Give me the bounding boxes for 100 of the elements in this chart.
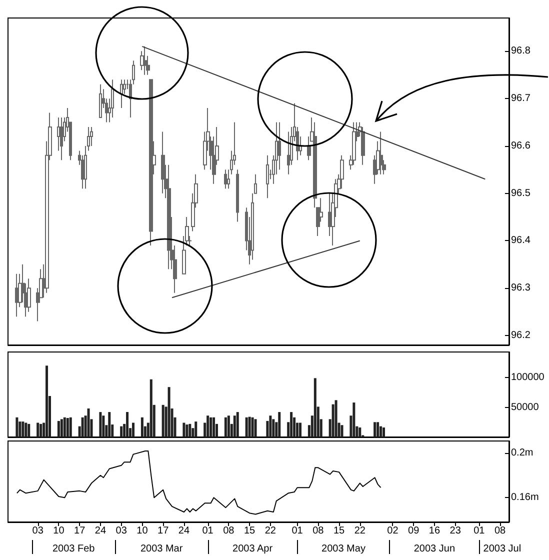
bar <box>227 416 230 437</box>
x-tick-label: 17 <box>74 526 86 536</box>
bar <box>340 425 344 437</box>
candlestick <box>140 50 144 71</box>
bar <box>102 416 105 437</box>
bar <box>99 412 102 437</box>
bar <box>334 400 338 437</box>
bar <box>66 418 69 437</box>
x-tick-label: 10 <box>136 526 148 536</box>
x-tick-label: 02 <box>387 526 399 536</box>
x-tick-label: 17 <box>158 526 170 536</box>
x-tick-label: 15 <box>244 526 256 536</box>
bar <box>16 417 18 437</box>
bar <box>18 422 22 437</box>
bar <box>332 404 334 437</box>
text: 2003 Mar <box>140 544 184 554</box>
x-tick-label: 22 <box>354 526 366 536</box>
candlestick <box>90 126 93 146</box>
y-tick-label: 96.4 <box>511 235 531 246</box>
candlestick <box>149 79 153 246</box>
bar <box>194 422 198 437</box>
y-tick-label: 96.8 <box>511 46 531 57</box>
text: 2003 Jul <box>483 544 522 554</box>
bar <box>212 417 216 437</box>
y-tick-label: 96.7 <box>511 93 531 104</box>
bar <box>36 422 40 437</box>
bar <box>60 419 63 437</box>
y-tick-label: 96.6 <box>511 140 531 152</box>
bar <box>210 417 212 437</box>
x-tick-label: 23 <box>450 526 462 536</box>
bar <box>46 366 48 437</box>
x-tick-label: 01 <box>202 526 214 536</box>
candlestick <box>266 154 269 199</box>
bar <box>24 422 28 437</box>
x-tick-label: 24 <box>178 526 190 536</box>
bar <box>63 417 66 437</box>
bar <box>374 422 376 437</box>
x-tick-label: 16 <box>428 526 440 536</box>
bar <box>40 424 42 437</box>
bar <box>186 424 188 437</box>
x-tick-label: 24 <box>94 526 106 536</box>
bar <box>233 416 236 437</box>
bar <box>132 422 134 437</box>
candlestick <box>340 154 344 190</box>
bar <box>81 417 84 437</box>
bar <box>251 417 254 437</box>
bar <box>108 412 111 437</box>
bar <box>120 426 123 437</box>
x-tick-label: 22 <box>264 526 276 536</box>
bar <box>140 417 144 437</box>
candlestick <box>379 131 383 175</box>
y-tick-label: 96.5 <box>511 188 531 199</box>
candlestick <box>352 122 356 166</box>
x-tick-label: 01 <box>474 526 486 536</box>
text: 2003 May <box>322 544 366 554</box>
bar <box>254 419 257 437</box>
x-tick-label: 08 <box>312 526 324 536</box>
bar <box>69 417 72 437</box>
bar <box>224 417 227 437</box>
x-tick-label: 09 <box>408 526 420 536</box>
candlestick <box>27 278 31 312</box>
bar <box>245 417 248 437</box>
bar <box>236 412 239 437</box>
bar <box>248 416 251 437</box>
bar <box>269 416 272 437</box>
bar <box>382 427 385 437</box>
candlestick <box>278 122 281 170</box>
candlestick <box>120 79 123 109</box>
text: 2003 Apr <box>232 544 274 554</box>
bar <box>358 427 362 437</box>
line-series <box>16 450 382 515</box>
candlestick <box>287 131 290 175</box>
y-tick-label: 96.2 <box>511 330 531 342</box>
bar <box>188 424 192 437</box>
bar <box>182 422 186 437</box>
bar <box>278 412 281 437</box>
text: 2003 Jun <box>414 544 456 554</box>
candlestick <box>224 169 227 190</box>
candlestick <box>143 46 147 76</box>
bar <box>28 424 30 437</box>
x-tick-label: 10 <box>53 526 65 536</box>
bar <box>87 408 90 437</box>
bar <box>206 416 210 437</box>
candlestick <box>111 79 114 118</box>
y-tick-label: 100000 <box>511 372 545 384</box>
bar <box>22 422 24 437</box>
bar <box>352 402 356 437</box>
bar <box>57 420 60 437</box>
bar <box>290 412 293 437</box>
x-tick-label: 03 <box>32 526 44 536</box>
bar <box>168 387 170 437</box>
candlestick <box>161 131 165 194</box>
x-tick-label: 03 <box>116 526 128 536</box>
bar <box>272 419 275 437</box>
bar <box>150 379 152 437</box>
x-tick-label: 08 <box>494 526 506 536</box>
candlestick <box>15 273 19 318</box>
bar <box>299 422 302 437</box>
candlestick <box>60 117 63 161</box>
x-tick-label: 01 <box>292 526 304 536</box>
